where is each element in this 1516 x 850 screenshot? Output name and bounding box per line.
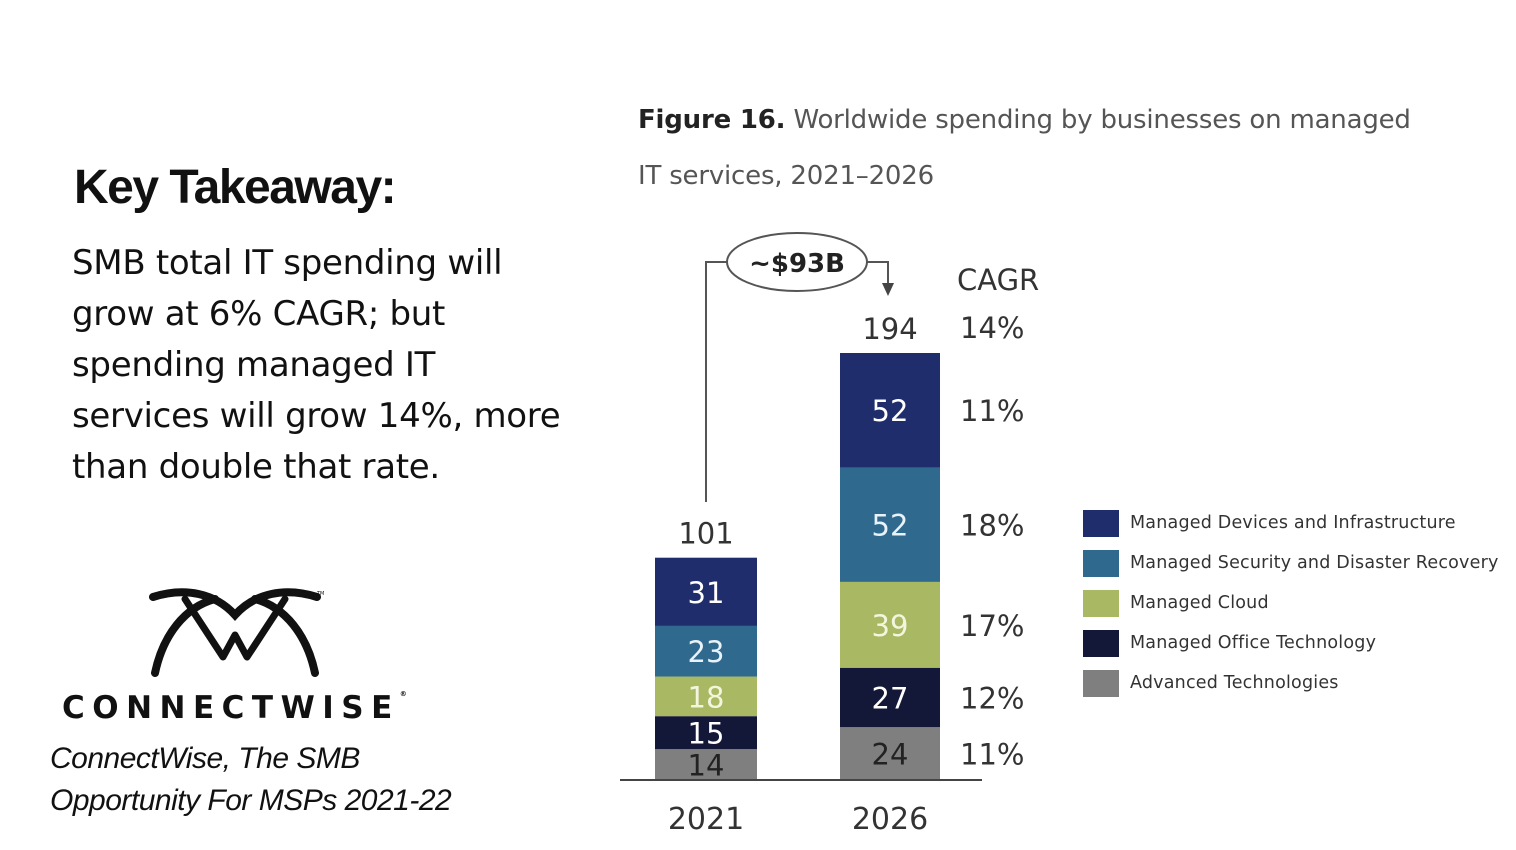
legend-swatch	[1083, 589, 1119, 617]
bar-total-label: 194	[862, 312, 917, 346]
bar-segment	[840, 667, 940, 728]
svg-text:TM: TM	[316, 591, 324, 597]
total-cagr-label: 14%	[960, 311, 1024, 345]
growth-connector-left	[705, 261, 728, 502]
legend-item: Advanced Technologies	[1083, 663, 1499, 703]
annotation-layer: ~$93B CAGR 14%	[705, 232, 1039, 502]
citation-line: Opportunity For MSPs 2021-22	[50, 784, 452, 817]
segment-value-label: 18	[688, 680, 725, 714]
segment-value-label: 23	[688, 635, 725, 669]
cagr-label: 11%	[960, 394, 1024, 428]
cagr-label: 12%	[960, 681, 1024, 715]
legend-label: Managed Security and Disaster Recovery	[1130, 553, 1499, 573]
takeaway-line: grow at 6% CAGR; but	[72, 294, 446, 334]
bar-segment	[655, 676, 757, 717]
segment-value-label: 15	[688, 717, 725, 751]
segment-value-label: 39	[872, 609, 909, 643]
legend-label: Advanced Technologies	[1130, 673, 1339, 693]
brand-name-text: CONNECTWISE	[62, 690, 400, 726]
cagr-label: 18%	[960, 509, 1024, 543]
cagr-label: 11%	[960, 738, 1024, 772]
x-tick-label: 2021	[668, 802, 744, 837]
takeaway-line: than double that rate.	[72, 447, 440, 487]
legend-swatch	[1083, 509, 1119, 537]
segment-value-label: 24	[872, 738, 909, 772]
bar-segment	[655, 749, 757, 780]
registered-mark: ®	[399, 690, 407, 698]
legend-swatch	[1083, 549, 1119, 577]
takeaway-line: SMB total IT spending will	[72, 243, 503, 283]
legend-item: Managed Security and Disaster Recovery	[1083, 543, 1499, 583]
bar-segment	[840, 353, 940, 468]
growth-connector-right	[866, 261, 889, 284]
citation: ConnectWise, The SMB Opportunity For MSP…	[50, 738, 452, 822]
legend-swatch	[1083, 669, 1119, 697]
growth-annotation-oval	[726, 232, 868, 292]
segment-value-label: 27	[872, 681, 909, 715]
figure-title-text: Worldwide spending by businesses on mana…	[793, 105, 1411, 135]
bar-segment	[655, 625, 757, 677]
citation-line: ConnectWise, The SMB	[50, 742, 360, 775]
connectwise-logo-icon: TM	[145, 585, 325, 684]
growth-arrow-head-icon	[882, 283, 894, 296]
legend-item: Managed Office Technology	[1083, 623, 1499, 663]
bar-segment	[840, 467, 940, 582]
brand-name: CONNECTWISE®	[62, 690, 407, 726]
legend: Managed Devices and Infrastructure Manag…	[1083, 503, 1499, 703]
legend-item: Managed Devices and Infrastructure	[1083, 503, 1499, 543]
bar-segment	[840, 727, 940, 780]
bar-segment	[655, 557, 757, 626]
figure-number: Figure 16.	[638, 105, 786, 135]
segment-value-label: 52	[872, 509, 909, 543]
cagr-header: CAGR	[957, 263, 1039, 297]
legend-label: Managed Office Technology	[1130, 633, 1377, 653]
figure-title: Figure 16. Worldwide spending by busines…	[638, 92, 1498, 204]
growth-annotation-label: ~$93B	[749, 249, 845, 279]
takeaway-body: SMB total IT spending will grow at 6% CA…	[72, 238, 612, 493]
bar-total-label: 101	[678, 517, 733, 551]
takeaway-line: spending managed IT	[72, 345, 436, 385]
legend-label: Managed Cloud	[1130, 593, 1269, 613]
legend-item: Managed Cloud	[1083, 583, 1499, 623]
x-tick-label: 2026	[852, 802, 928, 837]
figure-title-line-2: IT services, 2021–2026	[638, 161, 934, 191]
takeaway-title: Key Takeaway:	[74, 161, 397, 214]
legend-swatch	[1083, 629, 1119, 657]
segment-value-label: 52	[872, 394, 909, 428]
figure-title-line-1: Figure 16. Worldwide spending by busines…	[638, 92, 1498, 148]
takeaway-line: services will grow 14%, more	[72, 396, 561, 436]
bar-segment	[840, 581, 940, 668]
legend-label: Managed Devices and Infrastructure	[1130, 513, 1456, 533]
segment-value-label: 31	[688, 576, 725, 610]
segment-value-label: 14	[688, 749, 725, 783]
bar-segment	[655, 716, 757, 750]
cagr-label: 17%	[960, 609, 1024, 643]
